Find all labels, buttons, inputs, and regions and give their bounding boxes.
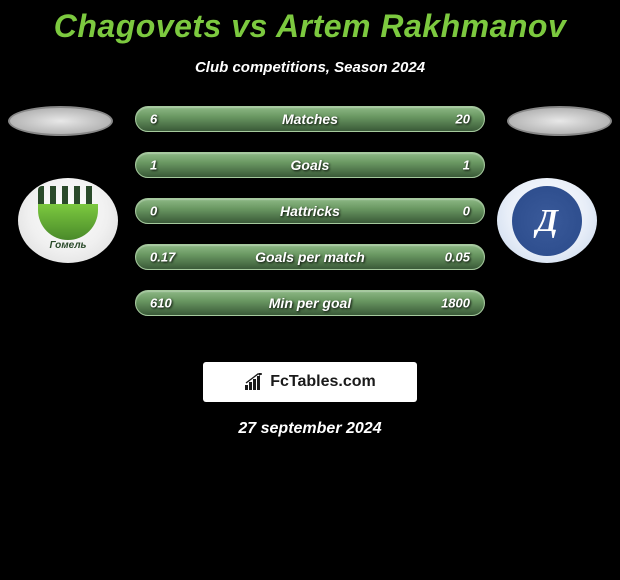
stat-right-value: 1800	[441, 296, 470, 311]
page-title: Chagovets vs Artem Rakhmanov	[0, 0, 620, 45]
brand-badge[interactable]: FcTables.com	[203, 362, 417, 402]
stat-left-value: 610	[150, 296, 172, 311]
stat-label: Hattricks	[280, 203, 340, 219]
stat-left-value: 6	[150, 112, 157, 127]
stat-right-value: 20	[456, 112, 470, 127]
left-player-column: Гомель	[8, 106, 118, 263]
right-player-column: Д	[507, 106, 612, 263]
stat-label: Matches	[282, 111, 338, 127]
stat-row-hattricks: 0 Hattricks 0	[135, 198, 485, 224]
right-club-logo: Д	[497, 178, 597, 263]
stat-left-value: 1	[150, 158, 157, 173]
stat-row-matches: 6 Matches 20	[135, 106, 485, 132]
date-label: 27 september 2024	[0, 420, 620, 438]
stat-row-gpm: 0.17 Goals per match 0.05	[135, 244, 485, 270]
comparison-area: Гомель Д 6 Matches 20 1 Goals 1 0 Hattri…	[0, 106, 620, 346]
stat-row-mpg: 610 Min per goal 1800	[135, 290, 485, 316]
chart-icon	[244, 373, 266, 391]
brand-text: FcTables.com	[270, 373, 376, 391]
left-club-logo: Гомель	[18, 178, 118, 263]
stat-label: Goals	[291, 157, 330, 173]
right-player-placeholder-oval	[507, 106, 612, 136]
left-player-placeholder-oval	[8, 106, 113, 136]
stats-bars: 6 Matches 20 1 Goals 1 0 Hattricks 0 0.1…	[135, 106, 485, 336]
right-club-letter: Д	[536, 201, 558, 238]
stat-right-value: 1	[463, 158, 470, 173]
stat-label: Goals per match	[255, 249, 365, 265]
left-club-name: Гомель	[18, 240, 118, 251]
stat-right-value: 0	[463, 204, 470, 219]
stat-right-value: 0.05	[445, 250, 470, 265]
stat-left-value: 0.17	[150, 250, 175, 265]
stat-row-goals: 1 Goals 1	[135, 152, 485, 178]
subtitle: Club competitions, Season 2024	[0, 59, 620, 76]
stat-left-value: 0	[150, 204, 157, 219]
stat-label: Min per goal	[269, 295, 351, 311]
